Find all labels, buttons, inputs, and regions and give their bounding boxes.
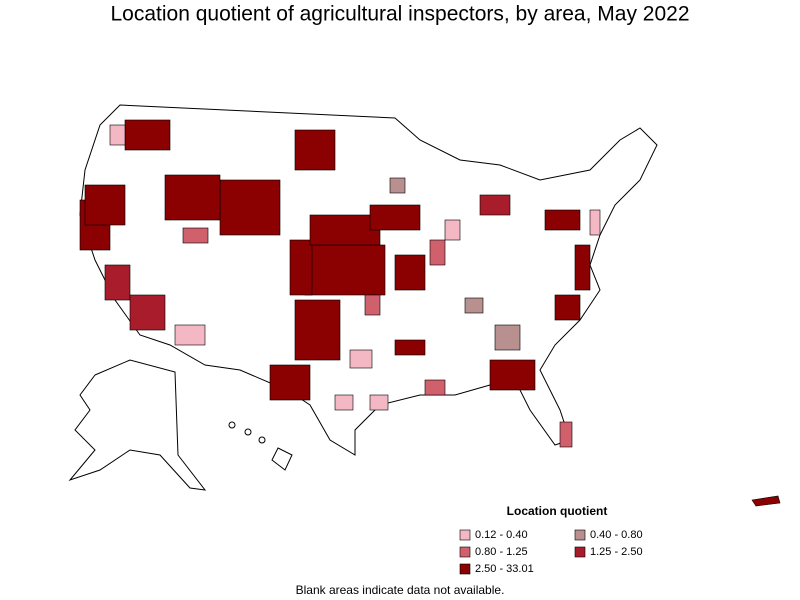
shaded-areas bbox=[79, 119, 601, 448]
legend-label: 0.40 - 0.80 bbox=[590, 529, 643, 541]
legend-label: 0.12 - 0.40 bbox=[475, 529, 528, 541]
map-title: Location quotient of agricultural inspec… bbox=[110, 3, 689, 26]
legend-title: Location quotient bbox=[507, 504, 608, 518]
legend-label: 0.80 - 1.25 bbox=[475, 546, 528, 558]
puerto-rico bbox=[751, 495, 781, 507]
legend-swatch bbox=[459, 529, 471, 541]
legend-label: 2.50 - 33.01 bbox=[475, 563, 534, 575]
alaska bbox=[68, 359, 207, 491]
us-map bbox=[68, 104, 781, 507]
footnote: Blank areas indicate data not available. bbox=[296, 583, 505, 597]
legend-swatch bbox=[459, 546, 471, 558]
legend-swatch bbox=[574, 546, 586, 558]
hawaii bbox=[228, 421, 293, 471]
legend-swatch bbox=[459, 563, 471, 575]
legend-swatch bbox=[574, 529, 586, 541]
legend-label: 1.25 - 2.50 bbox=[590, 546, 643, 558]
legend: 0.12 - 0.40 0.40 - 0.80 0.80 - 1.25 1.25 - … bbox=[459, 529, 643, 575]
